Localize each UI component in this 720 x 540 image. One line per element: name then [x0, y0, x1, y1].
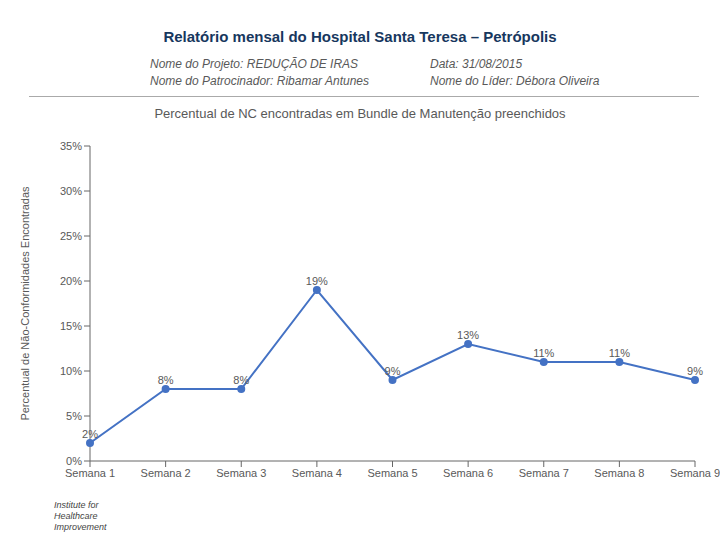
svg-text:20%: 20%	[60, 275, 82, 287]
svg-text:Semana 4: Semana 4	[292, 467, 342, 479]
html-text:Healthcare: Healthcare	[54, 511, 98, 521]
svg-text:Semana 6: Semana 6	[443, 467, 493, 479]
svg-text:Semana 1: Semana 1	[65, 467, 115, 479]
html-text:Percentual de NC encontradas e: Percentual de NC encontradas em Bundle d…	[154, 106, 566, 121]
svg-text:15%: 15%	[60, 320, 82, 332]
svg-text:Semana 9: Semana 9	[670, 467, 712, 479]
svg-text:8%: 8%	[233, 374, 249, 386]
svg-text:9%: 9%	[385, 365, 401, 377]
svg-text:30%: 30%	[60, 185, 82, 197]
svg-text:11%: 11%	[609, 347, 630, 359]
svg-text:35%: 35%	[60, 140, 82, 152]
html-text:Nome do Patrocinador: Ribamar: Nome do Patrocinador: Ribamar Antunes	[150, 74, 369, 88]
svg-text:0%: 0%	[66, 455, 82, 467]
html-text:Relatório mensal do Hospital S: Relatório mensal do Hospital Santa Teres…	[163, 28, 557, 45]
svg-text:Semana 7: Semana 7	[519, 467, 569, 479]
svg-text:13%: 13%	[457, 329, 479, 341]
svg-text:8%: 8%	[158, 374, 174, 386]
svg-text:Semana 8: Semana 8	[594, 467, 644, 479]
svg-text:5%: 5%	[66, 410, 82, 422]
svg-text:19%: 19%	[306, 275, 328, 287]
html-text:Nome do Projeto: REDUÇÃO DE IR: Nome do Projeto: REDUÇÃO DE IRAS	[150, 57, 359, 71]
html-text:Improvement: Improvement	[54, 522, 107, 532]
html-text:Nome do Líder: Débora Oliveira: Nome do Líder: Débora Oliveira	[430, 74, 600, 88]
svg-text:Semana 3: Semana 3	[216, 467, 266, 479]
svg-text:25%: 25%	[60, 230, 82, 242]
svg-text:Semana 5: Semana 5	[367, 467, 417, 479]
svg-text:2%: 2%	[82, 428, 98, 440]
html-text:Institute for: Institute for	[54, 500, 99, 510]
svg-text:Semana 2: Semana 2	[141, 467, 191, 479]
html-text:Data: 31/08/2015: Data: 31/08/2015	[430, 57, 523, 71]
svg-text:10%: 10%	[60, 365, 82, 377]
svg-text:11%: 11%	[533, 347, 554, 359]
svg-text:9%: 9%	[687, 365, 703, 377]
svg-text:Percentual de Não-Conformidade: Percentual de Não-Conformidades Encontra…	[19, 186, 31, 421]
